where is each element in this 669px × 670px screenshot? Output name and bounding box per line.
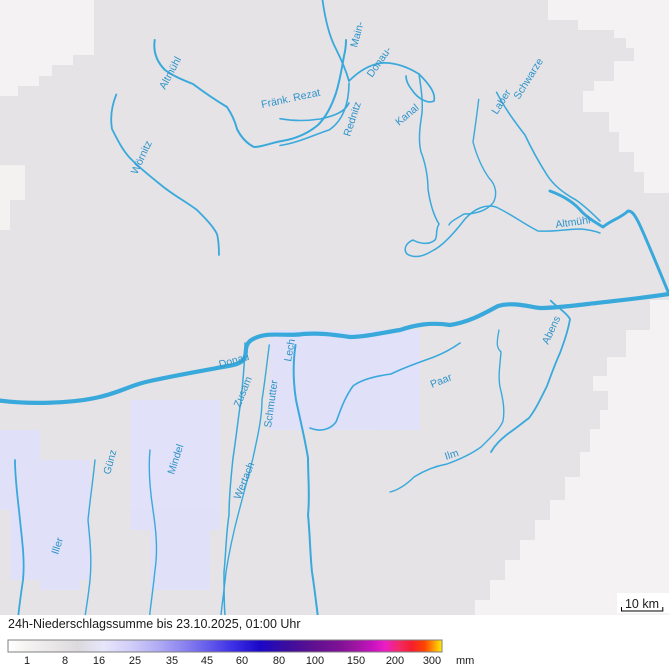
svg-text:1: 1 (24, 655, 30, 667)
svg-text:mm: mm (456, 655, 474, 667)
svg-text:80: 80 (273, 655, 285, 667)
svg-text:60: 60 (236, 655, 248, 667)
svg-text:100: 100 (306, 655, 324, 667)
svg-text:16: 16 (93, 655, 105, 667)
svg-text:25: 25 (129, 655, 141, 667)
svg-text:200: 200 (386, 655, 404, 667)
svg-text:24h-Niederschlagssumme bis 23.: 24h-Niederschlagssumme bis 23.10.2025, 0… (8, 617, 301, 631)
svg-text:35: 35 (166, 655, 178, 667)
svg-text:45: 45 (201, 655, 213, 667)
svg-text:8: 8 (62, 655, 68, 667)
svg-text:300: 300 (423, 655, 441, 667)
svg-text:150: 150 (347, 655, 365, 667)
svg-text:10 km: 10 km (625, 597, 659, 611)
